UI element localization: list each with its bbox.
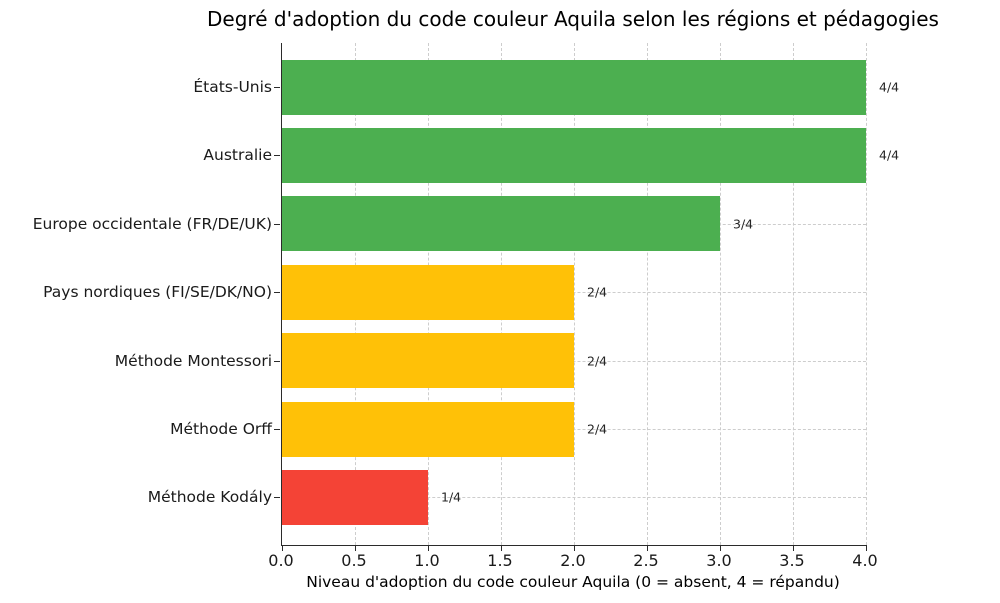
x-tick-label: 4.0 <box>852 551 878 570</box>
bar <box>282 469 428 525</box>
x-tick-label: 0.5 <box>341 551 367 570</box>
bar <box>282 333 574 389</box>
x-tick-label: 0.0 <box>268 551 294 570</box>
gridline-v <box>866 43 867 545</box>
x-tick-mark <box>282 545 283 551</box>
y-tick-label: Europe occidentale (FR/DE/UK) <box>32 214 272 233</box>
gridline-h <box>282 497 866 499</box>
y-tick-mark <box>274 360 280 362</box>
chart-title: Degré d'adoption du code couleur Aquila … <box>207 7 939 31</box>
x-tick-label: 3.5 <box>779 551 805 570</box>
y-tick-mark <box>274 429 280 430</box>
x-tick-mark <box>574 545 575 551</box>
y-tick-label: États-Unis <box>193 78 272 96</box>
x-tick-label: 2.0 <box>560 551 586 570</box>
bar-value-label: 2/4 <box>587 284 608 300</box>
x-tick-mark <box>720 545 721 551</box>
bar <box>282 127 866 183</box>
bar-value-label: 2/4 <box>587 421 608 437</box>
bar-value-label: 2/4 <box>587 353 608 369</box>
gridline-h <box>282 429 866 430</box>
bar <box>282 264 574 320</box>
y-tick-mark <box>274 87 280 88</box>
x-tick-mark <box>647 545 648 551</box>
y-tick-label: Méthode Montessori <box>114 351 272 370</box>
plot-area: 4/4 4/4 3/4 2/4 2/4 2/4 1/4 <box>274 43 899 551</box>
x-tick-mark <box>866 545 867 551</box>
bar-value-label: 4/4 <box>879 147 900 163</box>
y-tick-mark <box>274 497 280 499</box>
y-tick-label: Méthode Kodály <box>147 488 272 507</box>
x-tick-label: 1.5 <box>487 551 513 570</box>
x-tick-label: 1.0 <box>414 551 440 570</box>
bar <box>282 401 574 457</box>
gridline-v <box>793 43 794 545</box>
bar <box>282 196 720 252</box>
y-tick-mark <box>274 292 280 294</box>
y-tick-mark <box>274 223 280 225</box>
x-tick-label: 2.5 <box>633 551 659 570</box>
x-tick-mark <box>355 545 356 551</box>
y-tick-label: Pays nordiques (FI/SE/DK/NO) <box>43 283 272 302</box>
bar-value-label: 3/4 <box>733 216 754 232</box>
bar-value-label: 4/4 <box>879 79 900 95</box>
x-axis-label: Niveau d'adoption du code couleur Aquila… <box>306 573 840 591</box>
y-tick-label: Australie <box>203 146 272 165</box>
x-tick-mark <box>793 545 794 551</box>
gridline-v <box>647 43 648 545</box>
gridline-v <box>720 43 721 545</box>
gridline-h <box>282 292 866 294</box>
bar <box>282 59 866 115</box>
y-tick-label: Méthode Orff <box>170 420 272 438</box>
gridline-h <box>282 360 866 362</box>
gridline-v <box>574 43 575 545</box>
y-tick-mark <box>274 155 280 157</box>
x-tick-mark <box>428 545 429 551</box>
x-tick-mark <box>501 545 502 551</box>
bar-value-label: 1/4 <box>441 489 462 505</box>
x-tick-label: 3.0 <box>706 551 732 570</box>
